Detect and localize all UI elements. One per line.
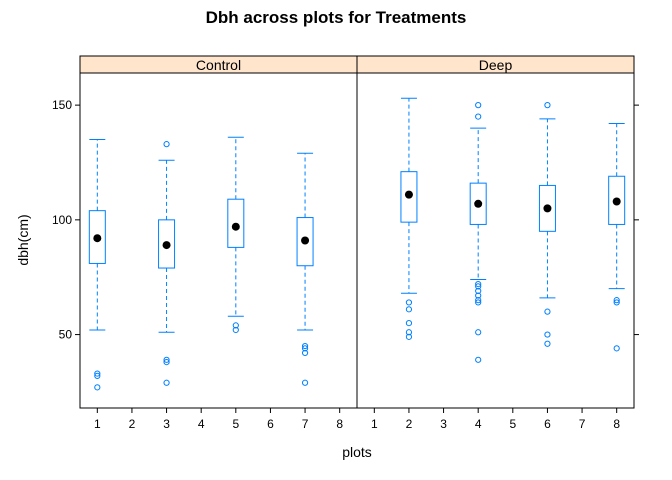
y-tick-label: 150 — [52, 98, 72, 112]
iqr-box — [296, 217, 314, 267]
outlier-point — [475, 329, 482, 336]
outlier-point — [475, 287, 482, 295]
outlier-point — [544, 340, 551, 347]
x-tick-label: 8 — [336, 417, 343, 431]
x-tick-label: 6 — [544, 417, 551, 431]
x-tick-label: 7 — [579, 417, 586, 431]
x-tick-label: 1 — [371, 417, 378, 431]
median-dot — [543, 204, 552, 213]
median-dot — [162, 241, 171, 250]
outlier-point — [475, 297, 482, 304]
iqr-box — [227, 198, 245, 248]
outlier-point — [163, 356, 170, 363]
box-control-plot-3 — [158, 141, 176, 386]
outlier-point — [232, 322, 239, 329]
panels: Control 1 2 3 4 5 6 7 8 Deep 1 2 3 4 5 6 7 8 50 100 150 — [52, 55, 639, 431]
outlier-point — [475, 292, 482, 299]
outlier-point — [94, 372, 101, 379]
panel-deep: Deep 1 2 3 4 5 6 7 8 — [356, 55, 635, 431]
outlier-point — [405, 306, 413, 313]
outlier-point — [163, 379, 170, 386]
outlier-point — [301, 345, 309, 352]
median-dot — [474, 199, 483, 208]
outlier-point — [163, 359, 170, 366]
outlier-point — [475, 299, 482, 306]
x-tick-label: 2 — [406, 417, 413, 431]
panel-strip-label: Deep — [479, 57, 513, 73]
outlier-point — [94, 370, 101, 377]
x-tick-label: 5 — [232, 417, 239, 431]
iqr-box — [538, 184, 556, 232]
y-tick-label: 100 — [52, 213, 72, 227]
outlier-point — [544, 102, 551, 109]
x-tick-label: 4 — [475, 417, 482, 431]
outlier-point — [475, 102, 482, 109]
iqr-box — [469, 182, 487, 225]
box-deep-plot-4 — [469, 102, 487, 363]
panel-control: Control 1 2 3 4 5 6 7 8 — [79, 55, 358, 431]
panel-strip-label: Control — [196, 57, 241, 73]
iqr-box — [608, 175, 626, 225]
outlier-point — [405, 320, 413, 327]
box-control-plot-1 — [88, 139, 106, 391]
panel-frame — [356, 72, 635, 409]
median-dot — [612, 197, 621, 206]
chart-title: Dbh across plots for Treatments — [206, 8, 467, 27]
x-axis-label: plots — [342, 444, 372, 460]
x-tick-label: 3 — [163, 417, 170, 431]
median-dot — [93, 234, 102, 243]
iqr-box — [158, 219, 176, 269]
outlier-point — [301, 379, 309, 386]
iqr-box — [88, 210, 106, 264]
outlier-point — [613, 299, 620, 306]
outlier-point — [405, 329, 413, 336]
median-dot — [301, 236, 310, 245]
outlier-point — [475, 113, 482, 120]
outlier-point — [613, 297, 620, 304]
x-tick-label: 6 — [267, 417, 274, 431]
x-tick-label: 4 — [198, 417, 205, 431]
box-deep-plot-2 — [400, 97, 418, 340]
y-tick-label: 50 — [59, 328, 73, 342]
outlier-point — [544, 331, 551, 338]
outlier-point — [163, 141, 170, 148]
x-tick-label: 3 — [440, 417, 447, 431]
outlier-point — [544, 308, 551, 315]
outlier-point — [405, 299, 413, 306]
outlier-point — [94, 384, 101, 391]
iqr-box — [400, 171, 418, 223]
median-dot — [231, 222, 240, 231]
x-tick-label: 1 — [94, 417, 101, 431]
x-tick-label: 2 — [129, 417, 136, 431]
outlier-point — [301, 349, 309, 357]
outlier-point — [301, 342, 309, 350]
outlier-point — [475, 280, 482, 288]
x-tick-label: 8 — [613, 417, 620, 431]
x-tick-label: 7 — [302, 417, 309, 431]
panel-frame — [79, 72, 358, 409]
outlier-point — [475, 283, 482, 290]
box-control-plot-5 — [227, 136, 245, 334]
x-tick-label: 5 — [509, 417, 516, 431]
median-dot — [404, 190, 413, 199]
box-control-plot-7 — [296, 152, 314, 386]
outlier-point — [475, 356, 482, 363]
outlier-point — [613, 345, 620, 352]
y-axis-label: dbh(cm) — [15, 214, 31, 265]
outlier-point — [232, 326, 239, 334]
box-deep-plot-6 — [538, 102, 556, 347]
box-deep-plot-8 — [608, 122, 626, 352]
outlier-point — [405, 333, 413, 340]
